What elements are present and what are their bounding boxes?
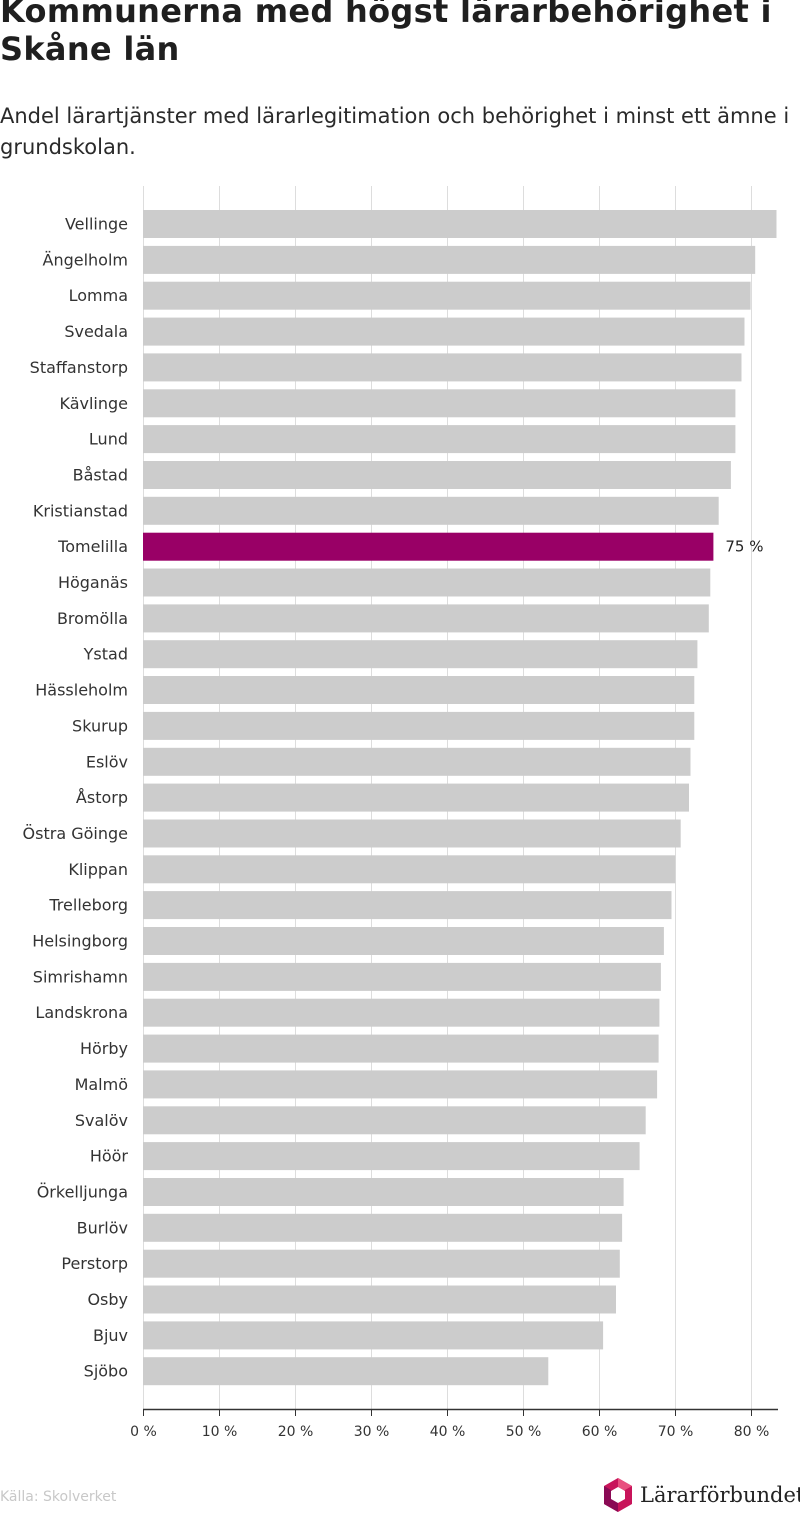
category-labels: Vellinge Ängelholm Lomma Svedala Staffanstor… — [23, 215, 764, 1381]
bar — [143, 819, 681, 848]
category-label: Höör — [90, 1147, 129, 1166]
bar — [143, 927, 664, 955]
bar — [143, 676, 695, 704]
bar-chart: Vellinge Ängelholm Lomma Svedala Staffanstor… — [23, 186, 778, 1440]
category-label: Örkelljunga — [37, 1183, 128, 1202]
category-label: Osby — [87, 1290, 128, 1309]
category-label: Höganäs — [58, 573, 128, 592]
bar — [143, 1213, 623, 1242]
bar — [143, 1285, 616, 1314]
x-tick-label: 70 % — [658, 1424, 694, 1440]
bar — [143, 604, 709, 633]
bar — [143, 281, 751, 310]
bar — [143, 1357, 549, 1386]
bar — [143, 496, 719, 525]
bar — [143, 783, 689, 812]
category-label: Perstorp — [61, 1254, 128, 1273]
bar — [143, 1070, 658, 1099]
category-label: Eslöv — [86, 752, 128, 771]
bar — [143, 1034, 659, 1063]
category-label: Trelleborg — [48, 896, 128, 915]
category-label: Kristianstad — [33, 501, 128, 520]
category-label: Helsingborg — [32, 932, 128, 951]
category-label: Svedala — [64, 322, 128, 341]
bar — [143, 1321, 604, 1350]
x-tick-label: 40 % — [430, 1424, 466, 1440]
category-label: Bromölla — [57, 609, 128, 628]
category-label: Ystad — [83, 645, 128, 664]
category-label: Lund — [89, 430, 128, 449]
x-tick-label: 50 % — [506, 1424, 542, 1440]
x-tick-label: 30 % — [354, 1424, 390, 1440]
category-label: Båstad — [73, 466, 128, 485]
category-label: Kävlinge — [59, 394, 128, 413]
x-tick-label: 0 % — [130, 1424, 157, 1440]
bar — [143, 461, 731, 489]
bar — [143, 353, 742, 382]
bar — [143, 1249, 620, 1278]
category-label: Lomma — [69, 286, 128, 305]
lararforbundet-logo[interactable]: Lärarförbundet — [602, 1477, 800, 1513]
category-label: Burlöv — [77, 1218, 128, 1237]
data-label: 75 % — [725, 538, 763, 556]
category-label: Klippan — [68, 860, 128, 879]
logo-mark-icon — [604, 1478, 632, 1512]
category-label: Landskrona — [35, 1003, 128, 1022]
bar — [143, 640, 698, 669]
x-tick-label: 80 % — [734, 1424, 770, 1440]
bar — [143, 998, 660, 1027]
bar — [143, 962, 661, 991]
bar — [143, 1178, 624, 1206]
bar — [143, 568, 711, 597]
category-label: Åstorp — [76, 788, 128, 807]
bar — [143, 425, 736, 454]
logo-wordmark: Lärarförbundet — [640, 1483, 800, 1507]
category-label: Staffanstorp — [30, 358, 128, 377]
bar — [143, 245, 756, 274]
category-label: Ängelholm — [43, 250, 129, 269]
source-note: Källa: Skolverket — [0, 1489, 117, 1505]
chart-title: Kommunerna med högst lärarbehörighet i S… — [0, 0, 772, 68]
bar — [143, 1106, 646, 1135]
bar — [143, 711, 695, 740]
category-label: Malmö — [75, 1075, 128, 1094]
category-label: Bjuv — [93, 1326, 128, 1345]
bar — [143, 389, 736, 418]
category-label: Hässleholm — [35, 681, 128, 700]
category-label: Svalöv — [75, 1111, 128, 1130]
category-label: Skurup — [72, 716, 128, 735]
bar — [143, 1142, 640, 1171]
category-label: Östra Göinge — [23, 824, 128, 843]
category-label: Simrishamn — [33, 967, 128, 986]
x-axis: 0 % 10 % 20 % 30 % 40 % 50 % 60 % 70 % 80 % — [130, 1408, 778, 1440]
bar — [143, 317, 745, 346]
x-tick-label: 20 % — [278, 1424, 314, 1440]
x-tick-label: 10 % — [202, 1424, 238, 1440]
bar — [143, 210, 777, 238]
category-label: Tomelilla — [57, 537, 128, 556]
bar — [143, 532, 714, 561]
bar — [143, 855, 676, 884]
bar — [143, 891, 672, 920]
category-label: Sjöbo — [84, 1362, 128, 1381]
bars — [143, 210, 777, 1386]
category-label: Vellinge — [65, 215, 128, 234]
chart-subtitle: Andel lärartjänster med lärarlegitimatio… — [0, 104, 790, 159]
x-tick-label: 60 % — [582, 1424, 618, 1440]
bar — [143, 747, 691, 776]
category-label: Hörby — [80, 1039, 128, 1058]
